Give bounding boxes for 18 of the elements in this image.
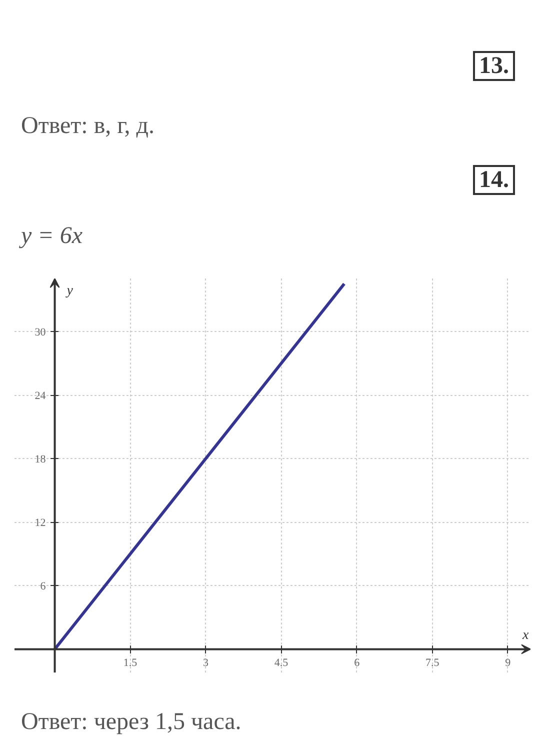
y-tick-label: 30 [34,326,46,338]
x-tick-label: 4.5 [274,657,289,670]
y-tick-label: 6 [40,580,46,593]
text: Ответ: в, г, д. [21,112,154,141]
y-tick-label: 18 [34,454,46,466]
x-tick-label: 6 [354,657,360,670]
text: 14. [473,165,515,195]
x-tick-label: 3 [203,657,210,670]
y-axis-title: y [64,284,74,298]
text: 13. [473,51,515,81]
x-axis-title: x [522,628,530,644]
x-tick-label: 1.5 [123,657,138,670]
text: y = 6x [21,222,82,251]
x-tick-label: 7.5 [425,657,440,670]
text: Ответ: через 1,5 часа. [21,708,242,736]
y-tick-label: 24 [34,390,46,402]
x-tick-label: 9 [505,657,512,670]
y-tick-label: 12 [34,517,46,530]
